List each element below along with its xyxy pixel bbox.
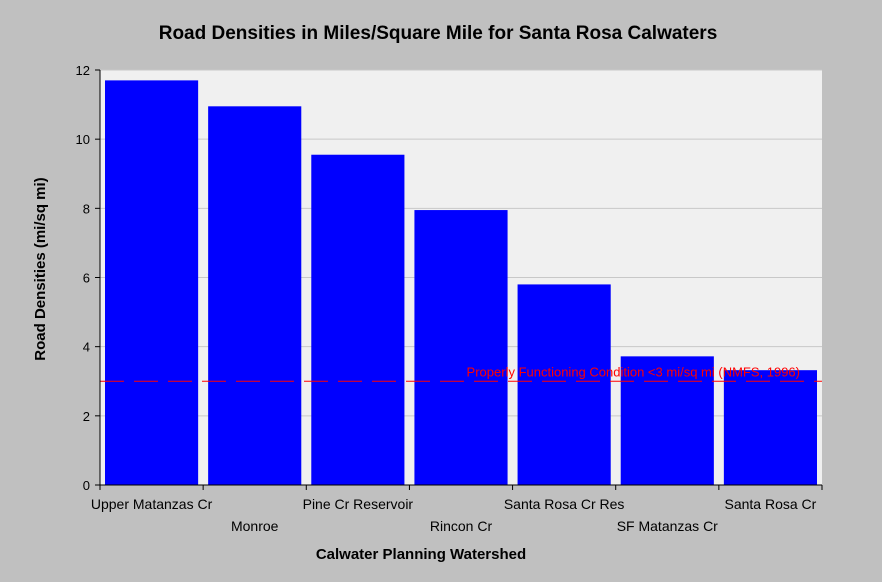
y-tick-label: 8 [83, 201, 90, 216]
bar [311, 154, 405, 485]
x-tick-label: Santa Rosa Cr Res [504, 496, 625, 512]
bar [105, 80, 199, 485]
x-tick-label: Santa Rosa Cr [725, 496, 817, 512]
y-axis-label: Road Densities (mi/sq mi) [32, 177, 49, 360]
x-tick-label: SF Matanzas Cr [617, 518, 718, 534]
x-axis-label: Calwater Planning Watershed [316, 546, 526, 563]
y-tick-labels: 0 2 4 6 8 10 12 [76, 63, 90, 493]
y-tick-label: 0 [83, 478, 90, 493]
y-tick-label: 10 [76, 132, 90, 147]
chart-title: Road Densities in Miles/Square Mile for … [159, 23, 718, 44]
reference-line-label: Properly Functioning Condition <3 mi/sq … [467, 364, 800, 379]
bar [208, 106, 302, 485]
x-tick-labels: Upper Matanzas Cr Monroe Pine Cr Reservoir… [91, 496, 817, 534]
bar [414, 210, 508, 485]
y-tick-label: 2 [83, 409, 90, 424]
x-tick-label: Monroe [231, 518, 279, 534]
y-tick-label: 12 [76, 63, 90, 78]
bar [620, 356, 714, 485]
bars [105, 80, 817, 485]
y-tick-label: 4 [83, 340, 90, 355]
x-tick-label: Rincon Cr [430, 518, 493, 534]
x-tick-label: Pine Cr Reservoir [303, 496, 414, 512]
bar [723, 370, 817, 485]
axes [95, 69, 823, 490]
y-tick-label: 6 [83, 271, 90, 286]
x-tick-label: Upper Matanzas Cr [91, 496, 213, 512]
bar [517, 284, 611, 485]
